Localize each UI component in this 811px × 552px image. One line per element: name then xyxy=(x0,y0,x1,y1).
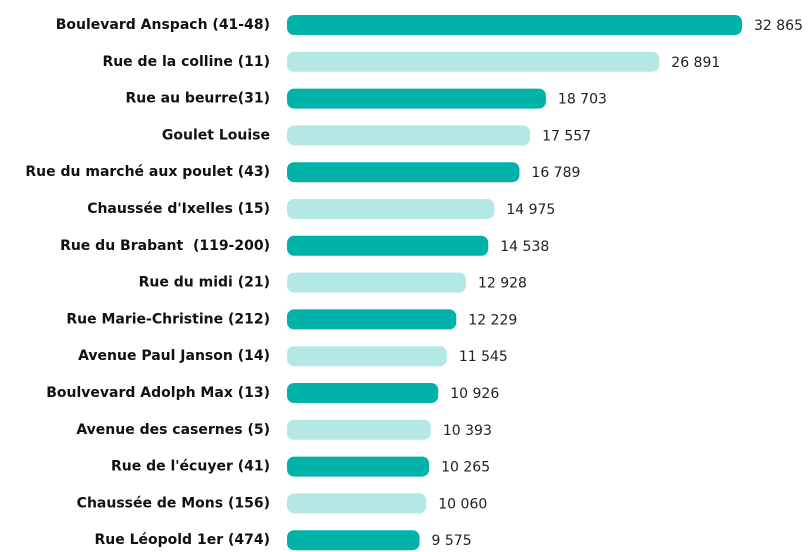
category-label: Avenue des casernes (5) xyxy=(76,422,270,438)
category-label: Boulvevard Adolph Max (13) xyxy=(46,385,270,401)
category-label: Rue du Brabant (119-200) xyxy=(60,238,270,254)
bar xyxy=(287,88,546,109)
category-label: Rue de la colline (11) xyxy=(102,54,270,70)
bar xyxy=(287,309,457,330)
category-label: Avenue Paul Janson (14) xyxy=(78,348,270,364)
category-label: Rue du marché aux poulet (43) xyxy=(25,164,270,180)
category-label: Chaussée d'Ixelles (15) xyxy=(87,201,270,217)
value-label: 32 865 xyxy=(754,18,803,34)
value-label: 12 229 xyxy=(468,312,517,328)
value-label: 10 393 xyxy=(443,423,492,439)
value-label: 16 789 xyxy=(531,165,580,181)
value-label: 10 265 xyxy=(441,460,490,476)
bar xyxy=(287,346,447,367)
category-label: Goulet Louise xyxy=(162,127,270,143)
category-label: Chaussée de Mons (156) xyxy=(77,495,270,511)
bar xyxy=(287,493,427,514)
category-label: Rue de l'écuyer (41) xyxy=(111,459,270,475)
value-label: 10 060 xyxy=(438,496,487,512)
value-label: 12 928 xyxy=(478,276,527,292)
value-label: 17 557 xyxy=(542,128,591,144)
bar xyxy=(287,235,489,256)
category-label: Rue du midi (21) xyxy=(139,275,270,291)
category-label: Rue au beurre(31) xyxy=(126,91,270,107)
category-label: Boulevard Anspach (41-48) xyxy=(56,17,270,33)
bar xyxy=(287,199,495,219)
value-label: 9 575 xyxy=(432,533,472,549)
bar xyxy=(287,530,420,551)
value-label: 14 975 xyxy=(506,202,555,218)
category-label: Rue Léopold 1er (474) xyxy=(94,532,270,548)
bar xyxy=(287,15,742,35)
bar xyxy=(287,125,531,146)
value-label: 11 545 xyxy=(459,349,508,365)
bar xyxy=(287,456,430,477)
value-label: 14 538 xyxy=(500,239,549,255)
value-label: 10 926 xyxy=(450,386,499,402)
value-label: 18 703 xyxy=(558,92,607,108)
category-label: Rue Marie-Christine (212) xyxy=(66,311,270,327)
value-label: 26 891 xyxy=(671,55,720,71)
bar xyxy=(287,419,431,440)
bar xyxy=(287,383,439,403)
bar xyxy=(287,51,660,72)
bar xyxy=(287,162,520,183)
bar xyxy=(287,272,466,293)
